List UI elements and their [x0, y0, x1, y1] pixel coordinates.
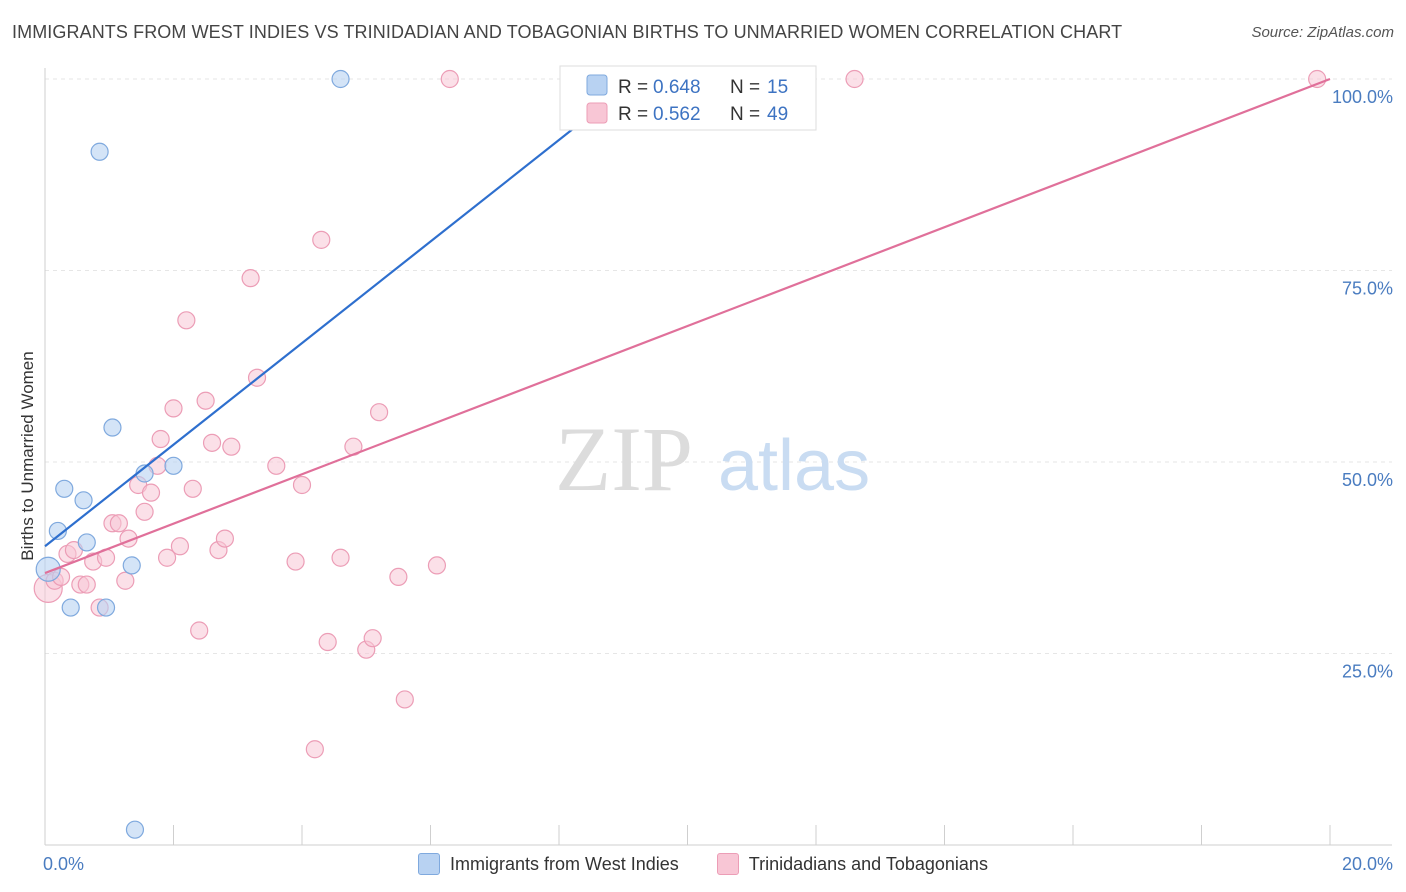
point-trinidadians-16 [141, 483, 161, 502]
y-axis-label: Births to Unmarried Women [18, 351, 37, 560]
point-trinidadians-26 [202, 433, 222, 452]
x-tick-label-1: 20.0% [1342, 854, 1393, 874]
point-trinidadians-47 [845, 69, 864, 89]
point-trinidadians-29 [222, 437, 241, 456]
point-west-indies-3 [61, 598, 80, 617]
trend-line-trinidadians [44, 77, 1331, 575]
point-trinidadians-32 [267, 456, 286, 475]
grid [45, 78, 1392, 654]
point-west-indies-5 [77, 533, 96, 552]
point-trinidadians-24 [190, 621, 209, 640]
x-tick-label-0: 0.0% [43, 854, 84, 874]
legend-n-label-1: N = [730, 77, 760, 98]
legend-swatch-west-indies [418, 853, 441, 875]
point-west-indies-0 [35, 556, 61, 582]
trend-line-west-indies [44, 78, 637, 548]
point-trinidadians-11 [109, 514, 128, 533]
point-trinidadians-18 [151, 429, 170, 449]
point-west-indies-1 [48, 521, 67, 541]
y-tick-label-0: 25.0% [1342, 662, 1393, 682]
point-trinidadians-21 [170, 537, 190, 556]
point-trinidadians-46 [440, 69, 459, 89]
axes [44, 68, 1392, 846]
point-trinidadians-45 [427, 556, 447, 575]
point-trinidadians-41 [363, 629, 382, 648]
point-west-indies-6 [90, 142, 109, 161]
correlation-legend: R = 0.648 N = 15 R = 0.562 N = 49 [559, 65, 817, 131]
y-tick-label-2: 75.0% [1342, 279, 1393, 299]
series-legend-item-trinidadians: Trinidadians and Tobagonians [716, 853, 988, 875]
series-legend-label-trinidadians: Trinidadians and Tobagonians [748, 853, 988, 874]
point-trinidadians-37 [318, 632, 337, 652]
legend-n-label-2: N = [730, 104, 760, 125]
trend-lines [44, 77, 1331, 575]
point-west-indies-10 [125, 820, 145, 839]
source-label: Source: ZipAtlas.com [1251, 24, 1394, 41]
point-trinidadians-42 [370, 403, 389, 422]
legend-swatch-blue [586, 74, 608, 96]
point-trinidadians-38 [331, 548, 350, 567]
point-west-indies-2 [55, 479, 74, 498]
series-legend: Immigrants from West Indies Trinidadians… [0, 851, 1406, 877]
series-legend-item-west-indies: Immigrants from West Indies [418, 853, 679, 875]
watermark-zip: ZIP [555, 408, 693, 510]
point-trinidadians-12 [116, 571, 135, 590]
y-tick-labels: 25.0% 50.0% 75.0% 100.0% [1332, 87, 1393, 682]
point-trinidadians-20 [164, 399, 183, 418]
point-trinidadians-28 [215, 529, 234, 548]
point-trinidadians-34 [292, 475, 312, 495]
legend-n-value-2: 49 [767, 104, 788, 125]
point-trinidadians-25 [196, 391, 215, 410]
legend-r-value-2: 0.562 [653, 104, 701, 125]
x-tick-labels: 0.0% 20.0% [43, 854, 1393, 874]
point-trinidadians-15 [135, 502, 154, 521]
watermark-atlas: atlas [718, 426, 870, 506]
point-west-indies-4 [74, 491, 93, 510]
chart-title: IMMIGRANTS FROM WEST INDIES VS TRINIDADI… [12, 22, 1123, 42]
point-trinidadians-30 [241, 269, 260, 288]
point-trinidadians-35 [305, 740, 324, 759]
point-west-indies-7 [96, 598, 116, 617]
legend-n-value-1: 15 [767, 77, 788, 98]
legend-r-label-2: R = [618, 104, 648, 125]
point-trinidadians-19 [157, 548, 177, 567]
point-trinidadians-23 [183, 479, 202, 498]
series-legend-label-west-indies: Immigrants from West Indies [450, 853, 679, 874]
point-west-indies-13 [331, 69, 350, 89]
point-trinidadians-22 [177, 311, 196, 330]
watermark: ZIP atlas [555, 408, 870, 510]
point-west-indies-12 [164, 456, 183, 475]
series-west-indies-points [35, 69, 784, 839]
point-trinidadians-43 [389, 567, 408, 587]
y-tick-label-1: 50.0% [1342, 470, 1393, 490]
legend-r-label-1: R = [618, 77, 648, 98]
point-trinidadians-44 [395, 690, 414, 709]
y-tick-label-3: 100.0% [1332, 87, 1393, 107]
point-trinidadians-36 [312, 230, 331, 249]
legend-swatch-pink [586, 102, 608, 124]
point-trinidadians-33 [286, 552, 305, 571]
point-west-indies-9 [122, 556, 141, 575]
point-trinidadians-6 [77, 575, 96, 594]
point-west-indies-8 [103, 418, 122, 437]
legend-swatch-trinidadians [716, 853, 739, 875]
legend-r-value-1: 0.648 [653, 77, 701, 98]
